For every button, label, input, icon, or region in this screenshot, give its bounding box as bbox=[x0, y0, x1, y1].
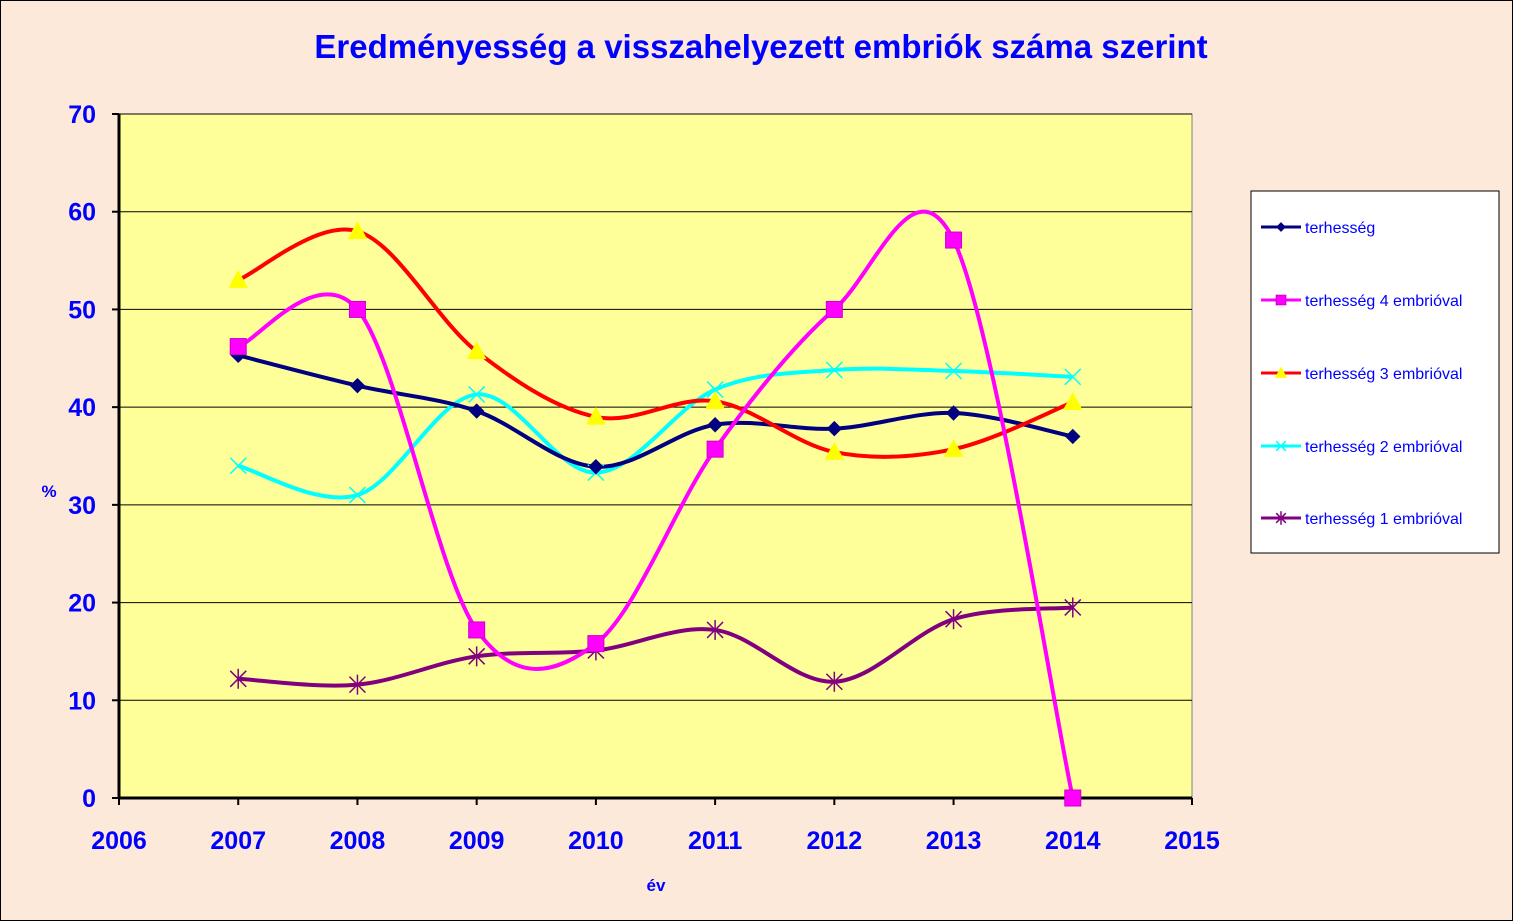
y-tick-label: 0 bbox=[82, 785, 96, 813]
legend-item: terhesség bbox=[1261, 220, 1375, 237]
data-point bbox=[1064, 597, 1082, 618]
series-line bbox=[238, 605, 1073, 688]
y-tick-label: 60 bbox=[68, 199, 96, 227]
legend-item: terhesség 4 embrióval bbox=[1261, 293, 1462, 310]
data-point bbox=[825, 671, 843, 692]
data-point bbox=[588, 459, 604, 475]
data-point bbox=[707, 417, 723, 433]
data-point bbox=[706, 440, 724, 458]
data-point bbox=[945, 231, 963, 249]
data-point bbox=[825, 361, 843, 379]
legend-label: terhesség 1 embrióval bbox=[1305, 511, 1462, 528]
y-axis-label: % bbox=[41, 482, 56, 501]
series-lines bbox=[237, 209, 1075, 799]
data-point bbox=[468, 403, 485, 419]
gridlines bbox=[119, 113, 1192, 701]
data-point bbox=[826, 420, 843, 437]
data-point bbox=[824, 442, 845, 460]
data-point bbox=[586, 406, 606, 425]
data-point bbox=[945, 405, 962, 421]
data-point bbox=[945, 609, 963, 630]
legend-marker bbox=[1274, 366, 1288, 378]
data-point bbox=[1064, 368, 1082, 386]
legend-marker bbox=[1275, 294, 1287, 306]
y-tick-label: 20 bbox=[68, 590, 96, 618]
axes bbox=[112, 113, 1193, 805]
legend-label: terhesség 4 embrióval bbox=[1305, 293, 1462, 310]
data-point bbox=[229, 338, 247, 356]
data-point bbox=[348, 300, 366, 318]
legend-item: terhesség 2 embrióval bbox=[1261, 439, 1462, 456]
data-point bbox=[1062, 392, 1083, 410]
legend-label: terhesség 2 embrióval bbox=[1305, 439, 1462, 456]
y-tick-label: 10 bbox=[68, 687, 96, 715]
y-tick-label: 50 bbox=[68, 296, 96, 324]
x-tick-label: 2009 bbox=[449, 827, 505, 855]
data-point bbox=[347, 221, 368, 239]
legend-item: terhesség 3 embrióval bbox=[1261, 366, 1462, 383]
y-tick-labels: 0 10 20 30 40 50 60 70 bbox=[68, 101, 96, 813]
data-point bbox=[706, 381, 724, 399]
series-line bbox=[237, 209, 1075, 799]
legend-label: terhesség 3 embrióval bbox=[1305, 366, 1462, 383]
x-tick-label: 2014 bbox=[1045, 827, 1101, 855]
data-point bbox=[468, 621, 486, 639]
series-markers bbox=[228, 221, 1083, 807]
legend-label: terhesség bbox=[1305, 220, 1375, 237]
x-tick-label: 2010 bbox=[568, 827, 624, 855]
data-point bbox=[228, 270, 249, 288]
x-tick-label: 2008 bbox=[330, 827, 386, 855]
data-point bbox=[1064, 789, 1082, 807]
x-tick-label: 2011 bbox=[688, 827, 742, 855]
data-point bbox=[943, 439, 964, 457]
x-tick-label: 2013 bbox=[926, 827, 982, 855]
x-tick-label: 2007 bbox=[210, 827, 266, 855]
data-point bbox=[348, 674, 366, 695]
y-tick-label: 30 bbox=[68, 492, 96, 520]
legend-marker bbox=[1276, 222, 1286, 232]
x-tick-label: 2015 bbox=[1164, 827, 1220, 855]
data-point bbox=[825, 300, 843, 318]
data-point bbox=[587, 635, 605, 653]
data-point bbox=[466, 341, 487, 360]
data-point bbox=[468, 385, 486, 403]
x-tick-labels: 2006 2007 2008 2009 2010 2011 2012 2013 2014 2015 bbox=[91, 827, 1220, 855]
data-point bbox=[229, 668, 247, 689]
legend-marker bbox=[1275, 440, 1287, 452]
legend-item: terhesség 1 embrióval bbox=[1261, 511, 1462, 528]
chart-title: Eredményesség a visszahelyezett embriók … bbox=[314, 28, 1207, 65]
series-line bbox=[237, 227, 1074, 459]
series-line bbox=[237, 353, 1074, 469]
data-point bbox=[706, 619, 724, 640]
x-tick-label: 2012 bbox=[807, 827, 863, 855]
data-point bbox=[348, 486, 366, 504]
x-axis-label: év bbox=[647, 876, 666, 895]
data-point bbox=[705, 391, 725, 409]
y-tick-label: 40 bbox=[68, 394, 96, 422]
x-tick-label: 2006 bbox=[91, 827, 147, 855]
plot-area bbox=[118, 113, 1193, 799]
data-point bbox=[1065, 428, 1081, 445]
legend: terhesség terhesség 4 embrióval terhesség … bbox=[1250, 190, 1500, 554]
data-point bbox=[229, 457, 247, 475]
y-tick-label: 70 bbox=[68, 101, 96, 129]
data-point bbox=[468, 646, 486, 667]
legend-marker bbox=[1275, 511, 1287, 525]
data-point bbox=[945, 362, 963, 380]
data-point bbox=[349, 377, 366, 394]
